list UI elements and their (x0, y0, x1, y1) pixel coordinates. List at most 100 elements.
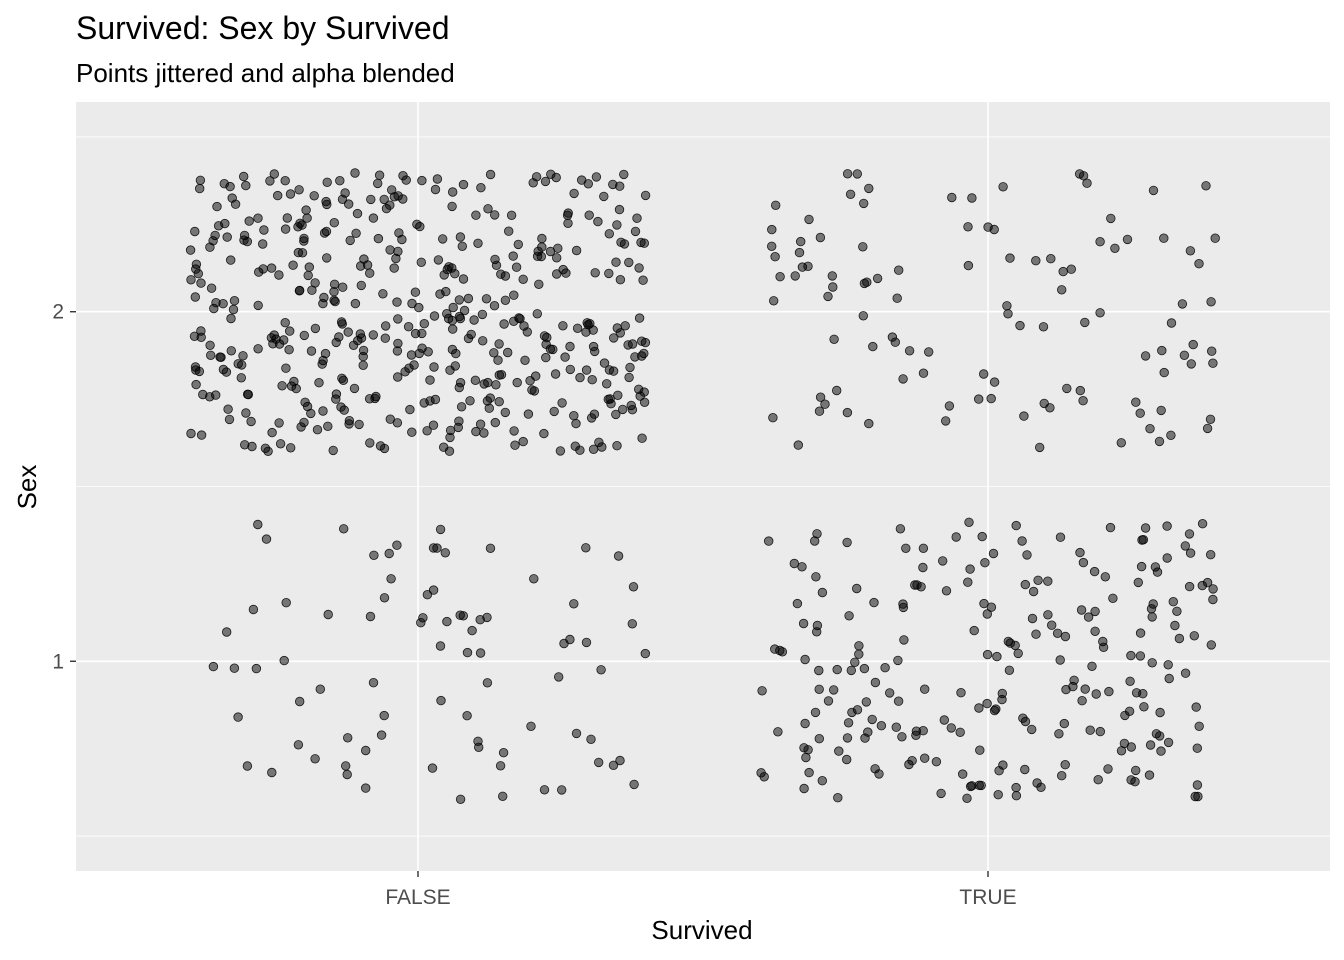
data-point (998, 182, 1008, 192)
data-point (374, 170, 385, 180)
data-point (612, 323, 623, 333)
data-point (241, 180, 251, 191)
data-point (912, 580, 922, 590)
axes: 1 2 FALSE TRUE (52, 301, 1016, 909)
data-point (329, 217, 340, 228)
data-point (965, 781, 976, 792)
data-point (1015, 320, 1025, 331)
data-point (1162, 553, 1172, 563)
data-point (1105, 522, 1116, 533)
data-point (365, 438, 375, 448)
data-point (191, 259, 202, 270)
data-point (812, 620, 823, 631)
data-point (301, 205, 311, 215)
data-point (584, 210, 594, 220)
data-point (392, 540, 402, 550)
data-point (1108, 593, 1118, 604)
data-point (1060, 760, 1070, 770)
data-point (852, 583, 862, 594)
data-point (328, 445, 338, 456)
data-point (811, 572, 821, 582)
data-point (898, 374, 908, 384)
data-point (251, 663, 262, 674)
data-point (794, 247, 805, 258)
data-point (320, 348, 331, 359)
data-point (309, 191, 319, 201)
data-point (321, 226, 332, 237)
data-point (575, 372, 585, 383)
data-point (381, 203, 392, 214)
data-point (304, 262, 315, 272)
data-point (832, 385, 842, 396)
data-point (588, 444, 599, 455)
data-point (258, 264, 268, 274)
data-point (378, 289, 388, 299)
chart-title: Survived: Sex by Survived (76, 10, 450, 46)
data-point (1185, 246, 1196, 256)
data-point (1184, 581, 1195, 592)
data-point (366, 194, 376, 205)
data-point (768, 413, 778, 423)
data-point (482, 612, 492, 623)
data-point (208, 236, 218, 246)
data-point (859, 663, 870, 674)
data-point (190, 226, 200, 237)
data-point (545, 246, 556, 257)
data-point (623, 340, 633, 350)
data-point (979, 598, 989, 609)
data-point (1089, 566, 1100, 577)
data-point (599, 358, 610, 368)
data-point (876, 721, 887, 731)
data-point (274, 270, 284, 280)
data-point (593, 216, 603, 227)
data-point (1056, 285, 1067, 295)
data-point (1170, 620, 1180, 631)
data-point (355, 329, 366, 339)
data-point (310, 278, 320, 288)
data-point (1126, 775, 1136, 785)
data-point (941, 586, 952, 596)
data-point (1192, 780, 1203, 790)
data-point (322, 177, 332, 188)
data-point (980, 558, 990, 568)
data-point (1172, 606, 1182, 617)
data-point (489, 301, 500, 311)
data-point (936, 788, 946, 799)
data-point (1054, 729, 1064, 739)
data-point (275, 439, 286, 449)
data-point (1125, 676, 1135, 687)
data-point (1043, 610, 1053, 620)
data-point (236, 360, 247, 370)
data-point (475, 419, 486, 429)
data-point (604, 229, 615, 239)
data-point (491, 380, 501, 390)
data-point (1116, 438, 1127, 448)
data-point (1056, 771, 1067, 781)
data-point (476, 182, 486, 193)
data-point (511, 262, 522, 272)
data-point (236, 373, 247, 383)
data-point (454, 295, 465, 305)
data-point (379, 194, 389, 205)
data-point (986, 393, 996, 404)
data-point (1185, 548, 1196, 558)
data-point (512, 377, 522, 388)
data-point (295, 696, 305, 707)
data-point (1077, 696, 1087, 706)
data-point (1210, 233, 1220, 243)
data-point (1103, 764, 1113, 774)
data-point (242, 761, 253, 771)
data-point (337, 194, 348, 205)
data-point (525, 376, 535, 386)
data-point (368, 213, 379, 223)
data-point (1201, 181, 1211, 191)
data-point (894, 265, 904, 275)
data-point (289, 376, 299, 387)
data-point (532, 309, 543, 319)
data-point (518, 436, 528, 447)
data-point (571, 418, 581, 429)
data-point (258, 239, 268, 249)
data-point (1135, 628, 1146, 638)
data-point (842, 169, 853, 179)
data-point (438, 234, 448, 244)
